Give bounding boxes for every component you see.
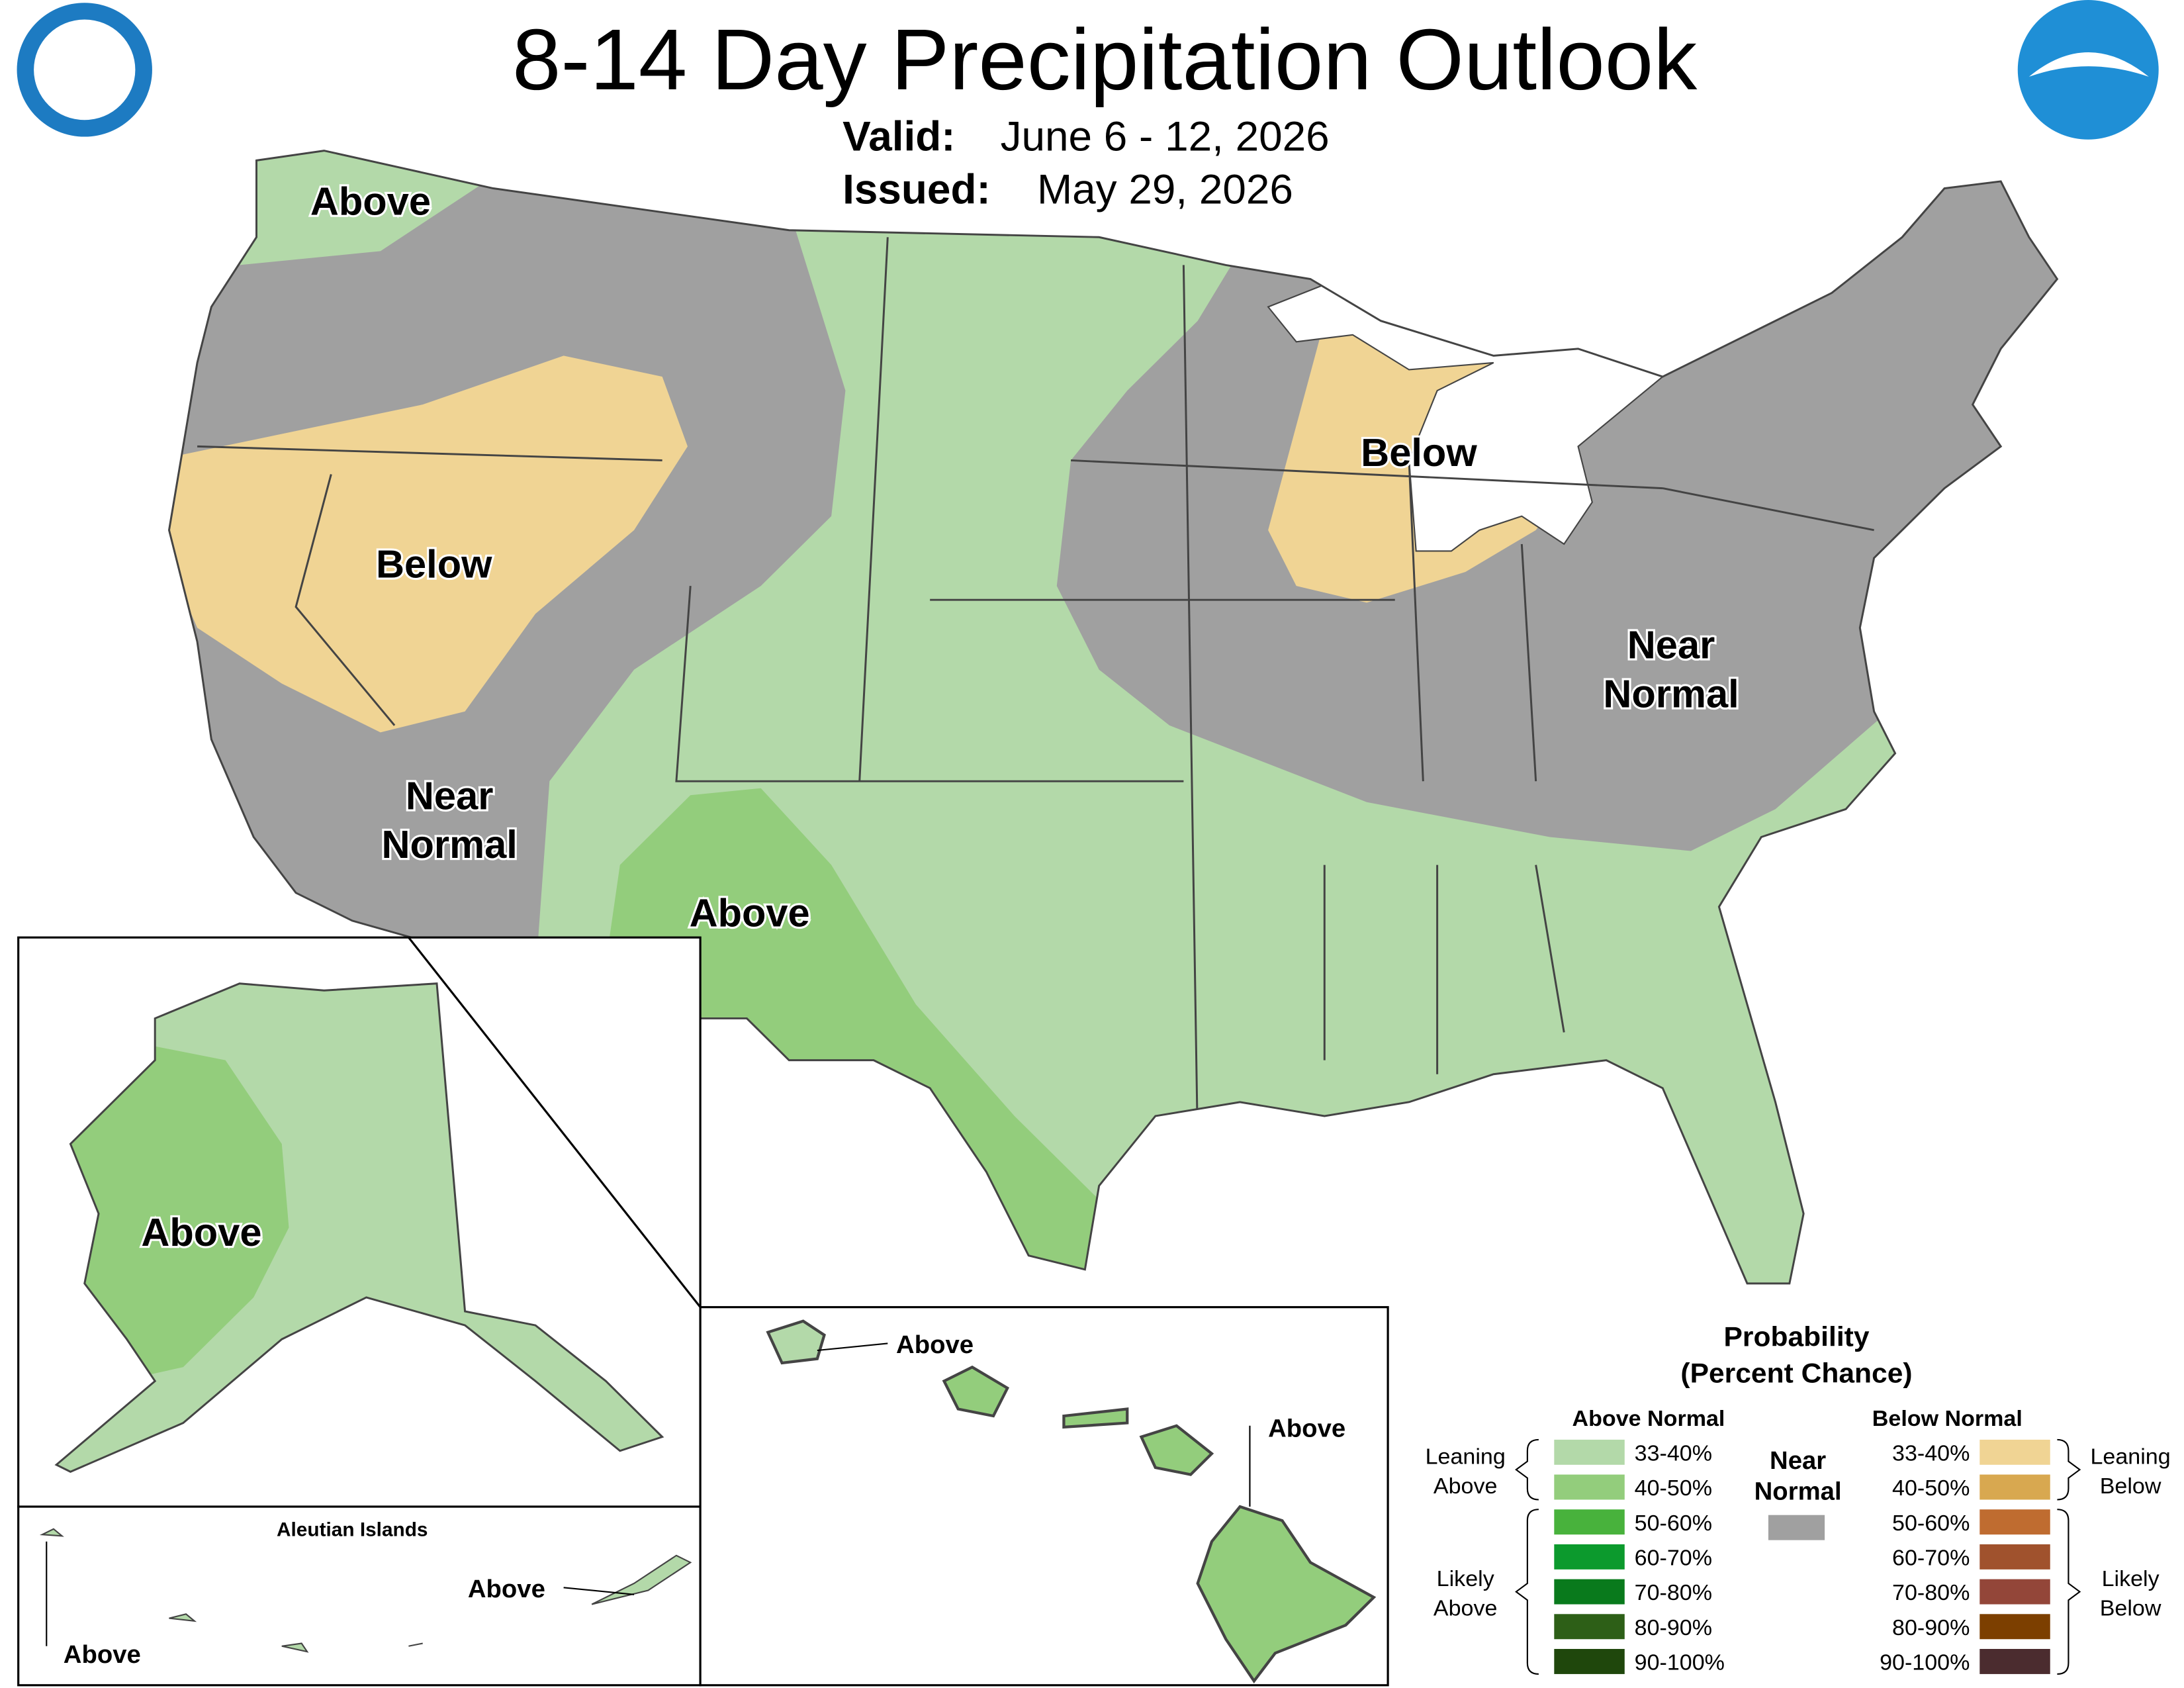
- issued-date: May 29, 2026: [1037, 166, 1293, 213]
- legend-label: 60-70%: [1635, 1546, 1712, 1571]
- legend-label: 33-40%: [1892, 1441, 1970, 1466]
- label-line: Near: [406, 774, 494, 818]
- label-line: Below: [2100, 1474, 2161, 1499]
- alaska-label: Above: [141, 1210, 261, 1254]
- legend: Probability (Percent Chance) Above Norma…: [1426, 1321, 2171, 1675]
- hawaii-islands: [766, 1319, 1377, 1684]
- legend-label: 40-50%: [1635, 1476, 1712, 1501]
- label-line: Leaning: [1426, 1444, 1506, 1470]
- label-line: Near: [1770, 1446, 1826, 1475]
- label-line: Above: [1433, 1596, 1498, 1621]
- legend-swatch: [1979, 1648, 2050, 1674]
- label-leader: [563, 1587, 635, 1595]
- label-line: Below: [1361, 430, 1477, 475]
- legend-label: 70-80%: [1892, 1580, 1970, 1605]
- legend-title: Probability: [1724, 1321, 1870, 1352]
- valid-label: Valid:: [842, 113, 955, 160]
- legend-above-header: Above Normal: [1572, 1406, 1725, 1431]
- aleutian-label: Above: [64, 1640, 141, 1669]
- legend-swatch: [1554, 1509, 1625, 1535]
- aleutian-islands: [39, 1528, 692, 1653]
- hawaii-label: Above: [1268, 1415, 1345, 1443]
- legend-label: 90-100%: [1880, 1650, 1970, 1675]
- label-line: Likely: [2102, 1566, 2160, 1591]
- map-labels: AboveBelowBelowNearNormalNearNormalAbove…: [64, 177, 1741, 1669]
- legend-label: 80-90%: [1635, 1615, 1712, 1640]
- title: 8-14 Day Precipitation Outlook: [512, 11, 1698, 107]
- label-line: Near: [1627, 623, 1715, 667]
- noaa-logo: [2017, 0, 2159, 140]
- label-line: Above: [690, 891, 810, 935]
- legend-swatch: [1979, 1509, 2050, 1535]
- label-line: Above: [310, 179, 431, 224]
- legend-label: 50-60%: [1892, 1511, 1970, 1536]
- legend-subtitle: (Percent Chance): [1680, 1358, 1912, 1389]
- issued-label: Issued:: [842, 166, 991, 213]
- legend-label: 80-90%: [1892, 1615, 1970, 1640]
- state-borders: [197, 237, 1874, 1145]
- legend-label: 70-80%: [1635, 1580, 1712, 1605]
- inset-connector: [408, 937, 702, 1308]
- commerce-seal-inner: [34, 19, 136, 120]
- legend-swatch: [1768, 1515, 1825, 1540]
- legend-swatch: [1554, 1614, 1625, 1640]
- legend-swatch: [1554, 1648, 1625, 1674]
- noaa-gull: [2028, 52, 2149, 77]
- legend-bracket: [2057, 1438, 2081, 1501]
- legend-label: 60-70%: [1892, 1546, 1970, 1571]
- legend-swatch: [1979, 1614, 2050, 1640]
- aleutians-box: [17, 1505, 702, 1687]
- legend-label: 40-50%: [1892, 1476, 1970, 1501]
- legend-swatch: [1979, 1439, 2050, 1465]
- hawaii-label: Above: [896, 1331, 974, 1359]
- legend-swatch: [1979, 1544, 2050, 1570]
- legend-swatch: [1554, 1544, 1625, 1570]
- legend-label: 33-40%: [1635, 1441, 1712, 1466]
- above-area: [592, 788, 1113, 1284]
- above-area: [56, 1032, 289, 1395]
- label-line: Likely: [1437, 1566, 1494, 1591]
- aleutian-label: Above: [468, 1575, 545, 1603]
- label-line: Normal: [1754, 1477, 1842, 1506]
- legend-label: 50-60%: [1635, 1511, 1712, 1536]
- legend-swatch: [1554, 1579, 1625, 1605]
- legend-swatch: [1554, 1439, 1625, 1465]
- legend-swatch: [1554, 1474, 1625, 1500]
- legend-bracket: [2057, 1509, 2081, 1675]
- label-line: Leaning: [2091, 1444, 2171, 1470]
- legend-swatch: [1979, 1474, 2050, 1500]
- legend-swatch: [1979, 1579, 2050, 1605]
- legend-bracket: [1515, 1509, 1539, 1675]
- label-line: Below: [376, 542, 492, 586]
- legend-below-header: Below Normal: [1872, 1406, 2023, 1431]
- label-line: Normal: [1603, 672, 1739, 716]
- aleutians-title: Aleutian Islands: [277, 1519, 428, 1540]
- label-line: Below: [2100, 1596, 2161, 1621]
- label-line: Above: [1433, 1474, 1498, 1499]
- valid-dates: June 6 - 12, 2026: [1001, 113, 1330, 160]
- legend-label: 90-100%: [1635, 1650, 1725, 1675]
- legend-bracket: [1515, 1438, 1539, 1501]
- label-leader: [817, 1342, 888, 1352]
- alaska-outline: [54, 982, 664, 1473]
- label-line: Normal: [381, 822, 517, 867]
